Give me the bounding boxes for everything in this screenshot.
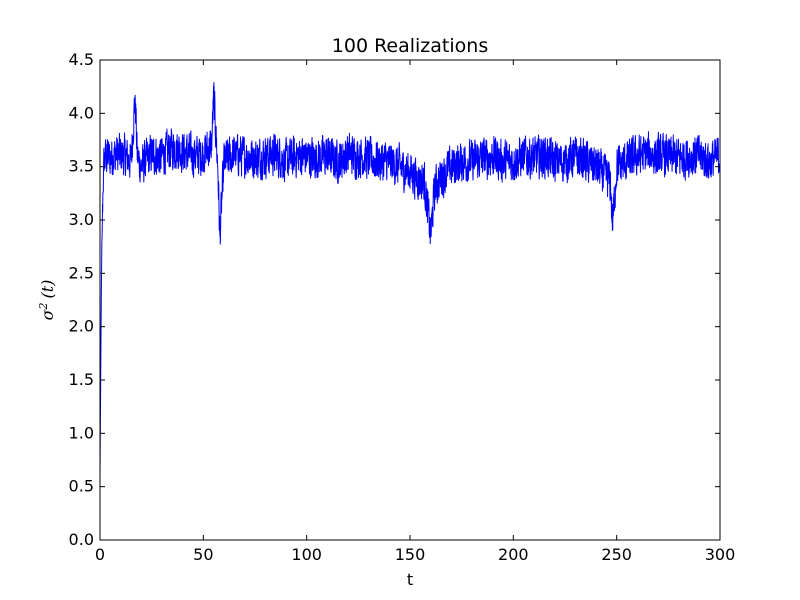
x-tick-label: 100 [291, 545, 322, 564]
y-axis-label: σ2(t) [37, 280, 58, 321]
series-layer [99, 81, 721, 477]
y-tick-label: 3.0 [69, 210, 94, 229]
chart-title: 100 Realizations [332, 35, 488, 57]
y-tick-label: 3.5 [69, 157, 94, 176]
series-line [99, 81, 721, 477]
y-tick-label: 0.5 [69, 477, 94, 496]
plot-frame [99, 59, 721, 541]
x-tick-label: 300 [705, 545, 736, 564]
y-tick-label: 4.5 [69, 50, 94, 69]
y-tick-label: 1.5 [69, 370, 94, 389]
x-tick-label: 0 [95, 545, 105, 564]
y-tick-label: 0.0 [69, 530, 94, 549]
y-tick-label: 2.5 [69, 263, 94, 282]
y-tick-label: 1.0 [69, 423, 94, 442]
y-tick-label: 4.0 [69, 103, 94, 122]
x-ticks: 0 50 100 150 200 250 300 [95, 60, 735, 564]
x-tick-label: 150 [395, 545, 426, 564]
y-ticks: 0.0 0.5 1.0 1.5 2.0 2.5 3.0 3.5 4.0 4.5 [69, 50, 720, 549]
x-axis-label: t [407, 570, 413, 589]
y-tick-label: 2.0 [69, 317, 94, 336]
x-tick-label: 250 [601, 545, 632, 564]
x-tick-label: 50 [193, 545, 213, 564]
x-tick-label: 200 [498, 545, 529, 564]
